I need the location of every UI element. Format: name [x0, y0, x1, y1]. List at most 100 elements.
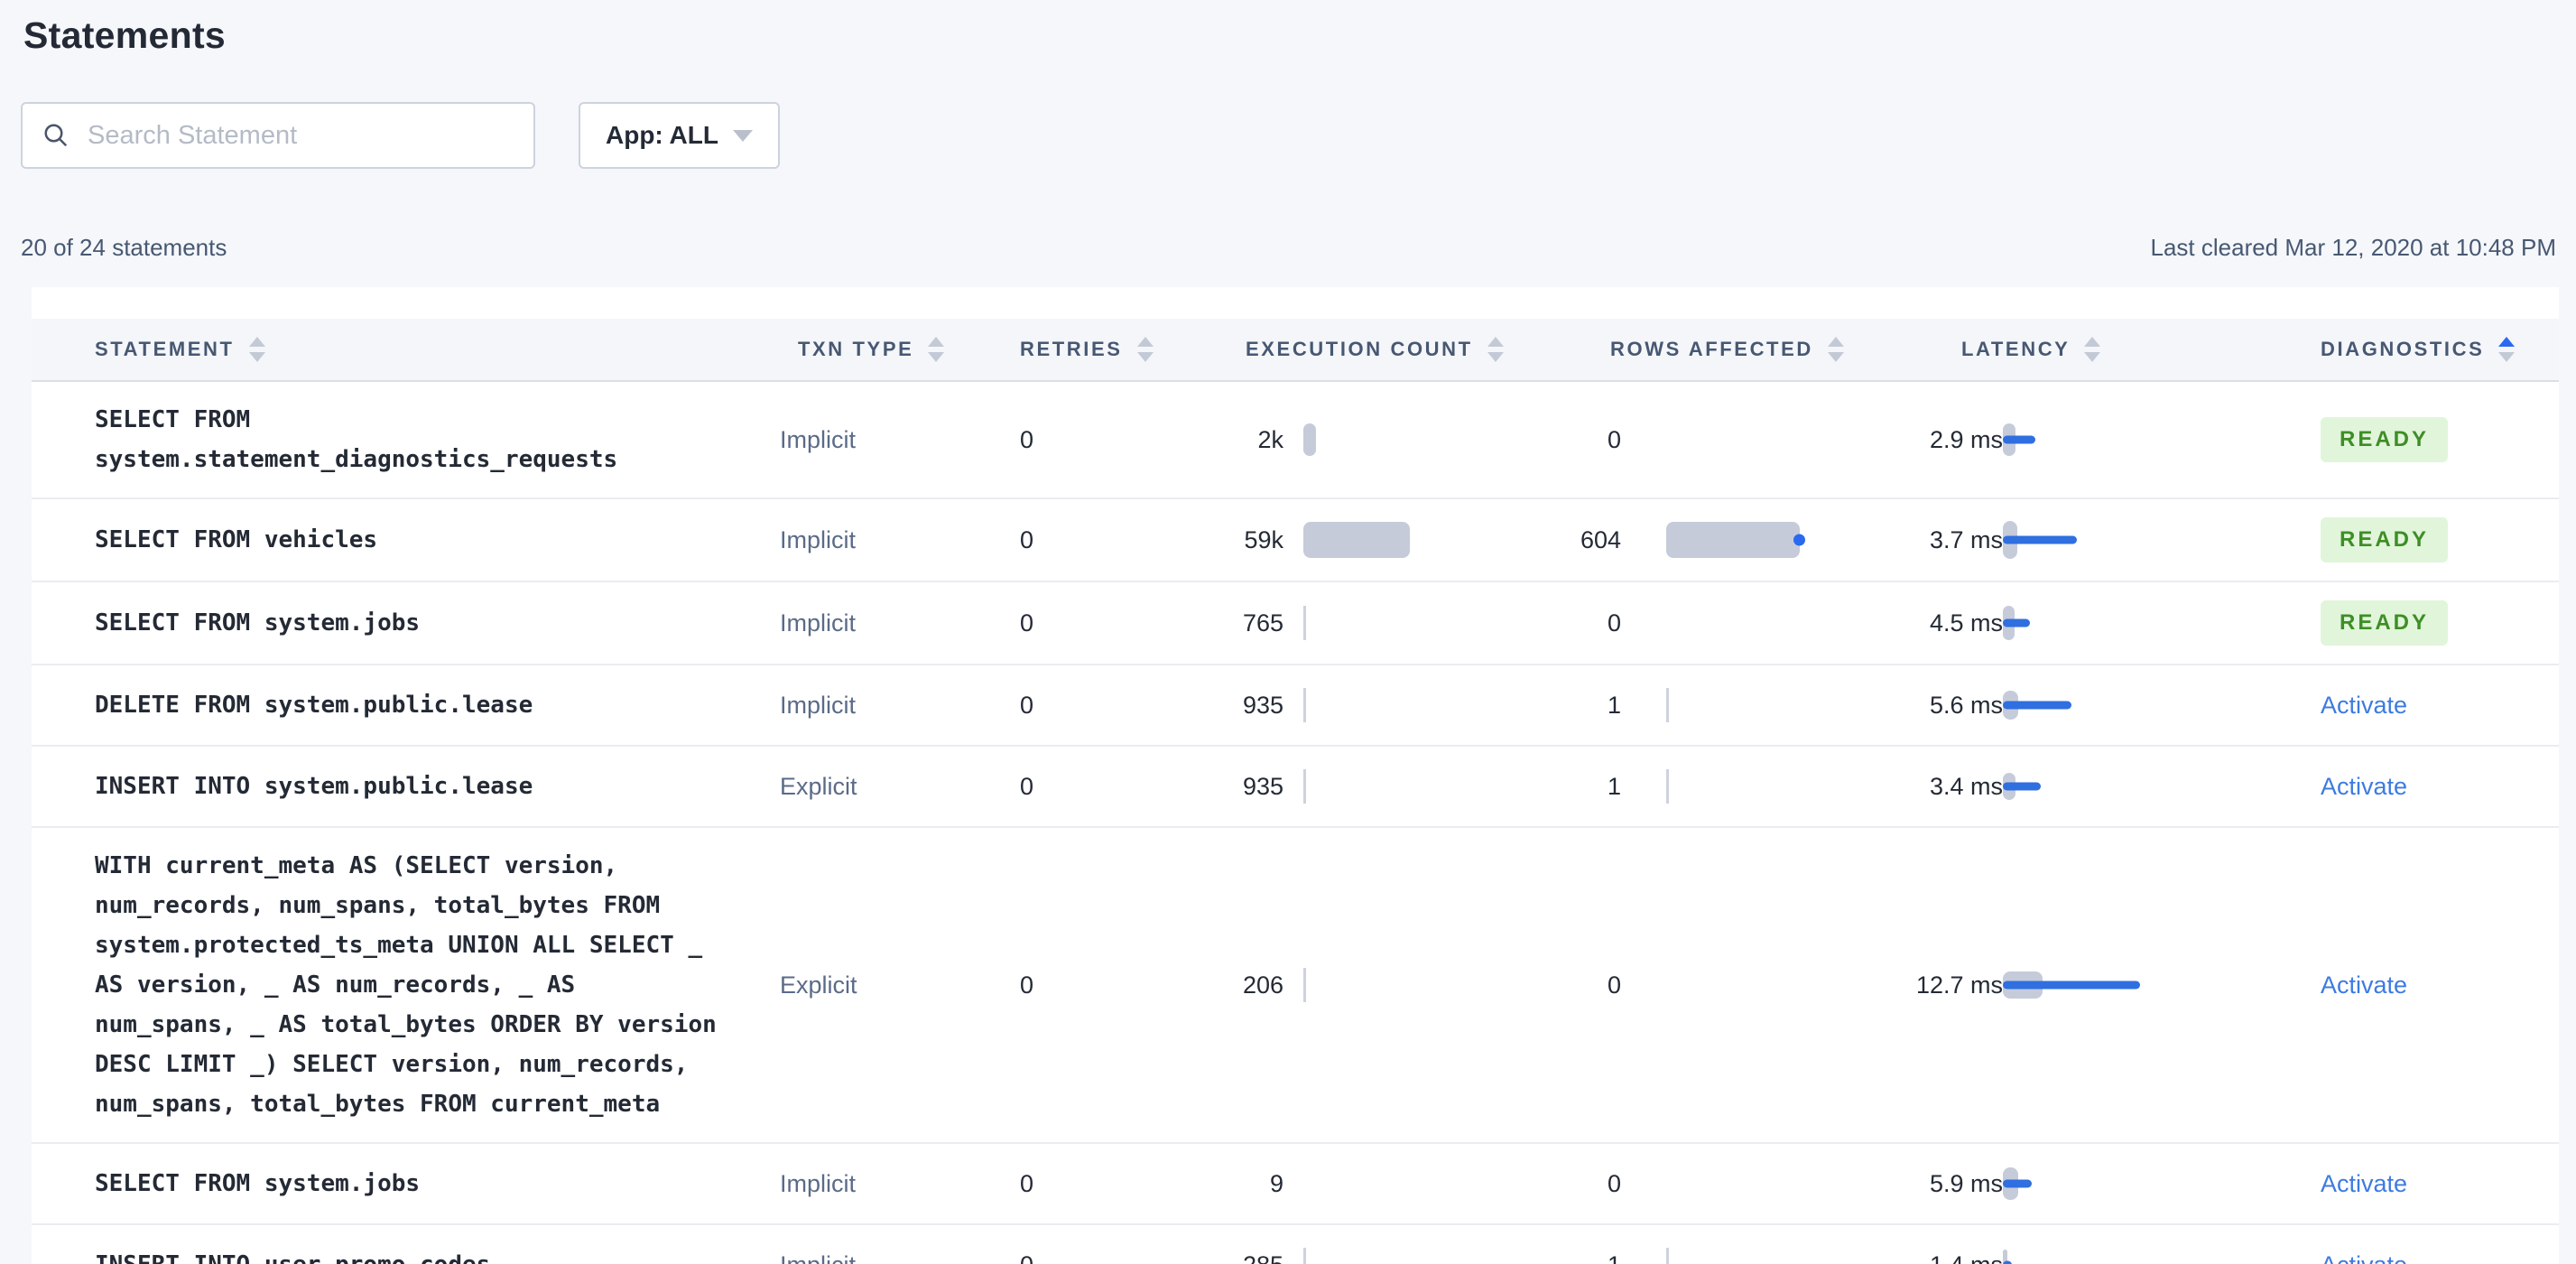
sort-asc-icon	[1136, 337, 1154, 347]
statement-link[interactable]: SELECT FROM system.jobs	[95, 1170, 421, 1197]
column-header[interactable]: LATENCY	[1913, 337, 2257, 362]
column-header-label: STATEMENT	[95, 338, 235, 360]
app-filter-dropdown[interactable]: App: ALL	[579, 102, 780, 169]
search-input[interactable]	[86, 119, 514, 152]
activate-diagnostics-link[interactable]: Activate	[2321, 772, 2408, 800]
execution-count-bar	[1303, 688, 1306, 722]
sort-arrows-icon	[1136, 337, 1154, 362]
statement-link[interactable]: SELECT FROM vehicles	[95, 526, 378, 553]
diagnostics-cell: Activate	[2257, 1251, 2532, 1264]
rows-affected-value: 0	[1607, 425, 1621, 453]
sort-asc-icon	[1487, 337, 1504, 347]
activate-diagnostics-link[interactable]: Activate	[2321, 691, 2408, 719]
rows-affected-cell: 604	[1567, 518, 1913, 562]
sort-desc-icon	[2498, 352, 2516, 362]
rows-affected-value: 0	[1607, 1169, 1621, 1197]
rows-affected-bar	[1666, 1248, 1669, 1264]
rows-affected-cell: 0	[1567, 601, 1913, 645]
rows-affected-cell: 1	[1567, 683, 1913, 727]
sort-arrows-icon	[248, 337, 265, 362]
execution-count-cell: 285	[1197, 1243, 1567, 1264]
last-cleared: Last cleared Mar 12, 2020 at 10:48 PM	[2150, 234, 2557, 261]
statement-link[interactable]: SELECT FROM system.jobs	[95, 609, 421, 637]
execution-count-bar	[1303, 606, 1306, 640]
diagnostics-cell: Activate	[2257, 971, 2532, 999]
column-header-label: DIAGNOSTICS	[2321, 338, 2485, 360]
latency-value: 5.6 ms	[1929, 691, 2003, 719]
latency-cell: 3.7 ms	[1913, 518, 2257, 562]
app-filter-label: App: ALL	[606, 121, 718, 149]
latency-cell: 2.9 ms	[1913, 418, 2257, 461]
table-row: SELECT FROM system.statement_diagnostics…	[32, 382, 2559, 497]
activate-diagnostics-link[interactable]: Activate	[2321, 971, 2408, 999]
execution-count-bar	[1303, 968, 1306, 1002]
diagnostics-cell: READY	[2257, 517, 2532, 562]
table-row: WITH current_meta AS (SELECT version, nu…	[32, 826, 2559, 1142]
sort-arrows-icon	[928, 337, 945, 362]
sort-asc-icon	[2498, 337, 2516, 347]
txn-type-cell: Implicit	[780, 1169, 857, 1197]
diagnostics-cell: READY	[2257, 600, 2532, 646]
column-header[interactable]: DIAGNOSTICS	[2257, 337, 2532, 362]
column-header[interactable]: TXN TYPE	[780, 337, 1020, 362]
execution-count-bar	[1303, 522, 1410, 558]
statement-link[interactable]: SELECT FROM system.statement_diagnostics…	[95, 406, 618, 473]
statement-cell: SELECT FROM system.jobs	[95, 1164, 780, 1204]
table-row: SELECT FROM vehicles Implicit 0 59k 604 …	[32, 497, 2559, 581]
latency-cell: 3.4 ms	[1913, 765, 2257, 808]
rows-affected-value: 1	[1607, 772, 1621, 800]
search-box[interactable]	[21, 102, 535, 169]
statement-cell: SELECT FROM system.statement_diagnostics…	[95, 400, 780, 479]
summary-row: 20 of 24 statements Last cleared Mar 12,…	[21, 234, 2556, 262]
rows-affected-cell: 0	[1567, 418, 1913, 461]
diagnostics-cell: Activate	[2257, 1170, 2532, 1198]
column-header[interactable]: ROWS AFFECTED	[1567, 337, 1913, 362]
activate-diagnostics-link[interactable]: Activate	[2321, 1251, 2407, 1264]
rows-affected-cell: 1	[1567, 765, 1913, 808]
rows-affected-bar	[1666, 522, 1800, 558]
execution-count-value: 935	[1242, 691, 1283, 719]
execution-count-cell: 935	[1197, 765, 1567, 808]
column-header[interactable]: EXECUTION COUNT	[1197, 337, 1567, 362]
execution-count-cell: 9	[1197, 1162, 1567, 1205]
column-header-label: LATENCY	[1961, 338, 2071, 360]
table-body: SELECT FROM system.statement_diagnostics…	[32, 382, 2559, 1264]
statement-link[interactable]: WITH current_meta AS (SELECT version, nu…	[95, 852, 717, 1118]
txn-type-cell: Implicit	[780, 1251, 1020, 1264]
column-header[interactable]: STATEMENT	[95, 337, 780, 362]
rows-affected-value: 0	[1607, 609, 1621, 637]
latency-mean-bar	[2003, 782, 2041, 791]
rows-affected-bar	[1666, 688, 1669, 722]
latency-mean-bar	[2003, 701, 2071, 710]
statement-link[interactable]: DELETE FROM system.public.lease	[95, 692, 533, 719]
rows-affected-cell: 0	[1567, 1162, 1913, 1205]
rows-affected-value: 1	[1607, 691, 1621, 719]
table-row: INSERT INTO user_promo_codes Implicit 0 …	[32, 1223, 2559, 1264]
statement-cell: SELECT FROM vehicles	[95, 520, 780, 560]
diagnostics-cell: Activate	[2257, 773, 2532, 801]
diagnostics-ready-badge: READY	[2321, 600, 2449, 646]
latency-range-bar	[2003, 1250, 2007, 1264]
sort-arrows-icon	[1827, 337, 1844, 362]
retries-cell: 0	[1020, 1169, 1034, 1197]
txn-type-cell: Implicit	[780, 525, 857, 553]
column-header-label: RETRIES	[1020, 338, 1123, 360]
activate-diagnostics-link[interactable]: Activate	[2321, 1169, 2408, 1197]
sort-asc-icon	[2084, 337, 2101, 347]
latency-value: 12.7 ms	[1915, 971, 2003, 999]
execution-count-value: 59k	[1244, 525, 1283, 553]
statement-link[interactable]: INSERT INTO user_promo_codes	[95, 1245, 718, 1264]
retries-cell: 0	[1020, 1251, 1197, 1264]
sort-arrows-icon	[2498, 337, 2516, 362]
sort-arrows-icon	[2084, 337, 2101, 362]
statement-link[interactable]: INSERT INTO system.public.lease	[95, 773, 533, 800]
latency-value: 2.9 ms	[1929, 425, 2003, 453]
column-header[interactable]: RETRIES	[1020, 337, 1197, 362]
execution-count-bar	[1303, 423, 1316, 456]
table-row: INSERT INTO system.public.lease Explicit…	[32, 745, 2559, 826]
retries-cell: 0	[1020, 609, 1034, 637]
latency-cell: 4.5 ms	[1913, 601, 2257, 645]
latency-mean-bar	[2003, 1179, 2032, 1188]
diagnostics-cell: Activate	[2257, 692, 2532, 720]
rows-affected-bar	[1666, 769, 1669, 804]
